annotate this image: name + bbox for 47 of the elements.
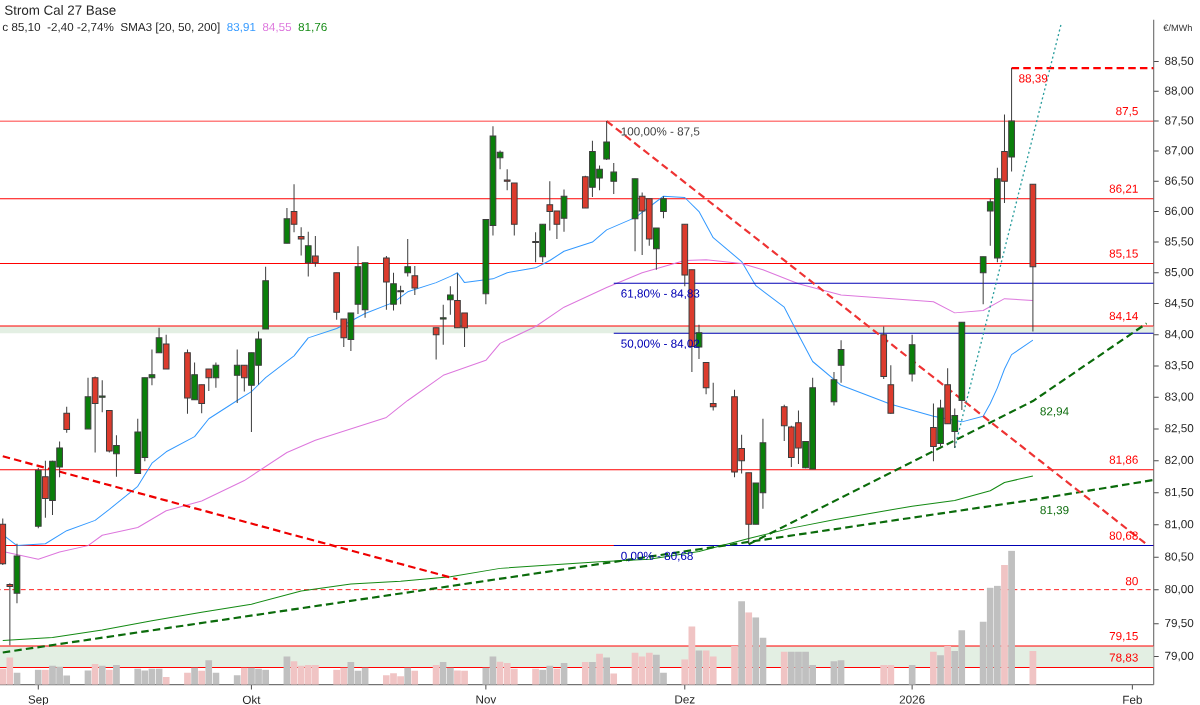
y-tick-label: 82,00 [1165,455,1194,466]
y-tick-label: 79,00 [1165,651,1194,662]
x-tick-label: Sep [28,695,49,705]
ref-line-label: 81,86 [1109,455,1138,466]
annotation: -2,40 -2,74% [47,22,114,33]
y-tick-label: 86,00 [1165,206,1194,217]
y-axis-title: €/MWh [1163,24,1192,32]
y-tick-label: 87,50 [1165,116,1194,126]
y-tick-label: 85,50 [1165,237,1194,247]
ref-line-label: 80 [1125,577,1138,586]
ref-line-label: 87,5 [1116,106,1138,117]
chart-title: Strom Cal 27 Base [4,5,116,15]
y-tick-label: 85,00 [1165,267,1194,278]
annotation: 100,00% - 87,5 [621,127,700,137]
y-tick-label: 87,00 [1165,146,1194,156]
y-tick-label: 80,50 [1165,552,1194,563]
x-tick-label: Dez [675,695,695,704]
chart-subtitle: c 85,10 [2,22,41,33]
ref-line-label: 84,14 [1109,311,1138,322]
ref-line-label: 80,68 [1109,531,1138,542]
text: 81,76 [298,22,327,33]
ref-line-label: 79,15 [1109,631,1138,642]
x-tick-label: Feb [1123,695,1142,704]
y-tick-label: 80,00 [1165,584,1194,595]
text: 84,55 [262,22,292,33]
y-tick-label: 88,50 [1165,56,1194,67]
annotation: 88,39 [1019,74,1048,84]
y-tick-label: 82,50 [1165,424,1194,434]
annotation: 82,94 [1040,407,1069,417]
y-tick-label: 88,00 [1165,86,1194,97]
annotation: 81,39 [1040,505,1069,516]
ref-line-label: 78,83 [1109,653,1138,664]
y-tick-label: 83,00 [1165,392,1194,403]
y-tick-label: 86,50 [1165,176,1194,187]
y-tick-label: 79,50 [1165,618,1194,629]
y-tick-label: 84,50 [1165,298,1194,309]
ref-line-label: 85,15 [1109,249,1138,260]
x-tick-label: 2026 [899,695,925,704]
x-tick-label: Nov [476,695,497,704]
ref-line-label: 86,21 [1109,184,1138,195]
y-tick-label: 81,00 [1165,520,1194,530]
text: 83,91 [227,22,256,33]
annotation: SMA3 [20, 50, 200] [120,22,220,34]
x-tick-label: Okt [242,695,261,704]
y-tick-label: 84,00 [1165,329,1194,340]
y-tick-label: 81,50 [1165,487,1194,498]
y-tick-label: 83,50 [1165,361,1194,371]
